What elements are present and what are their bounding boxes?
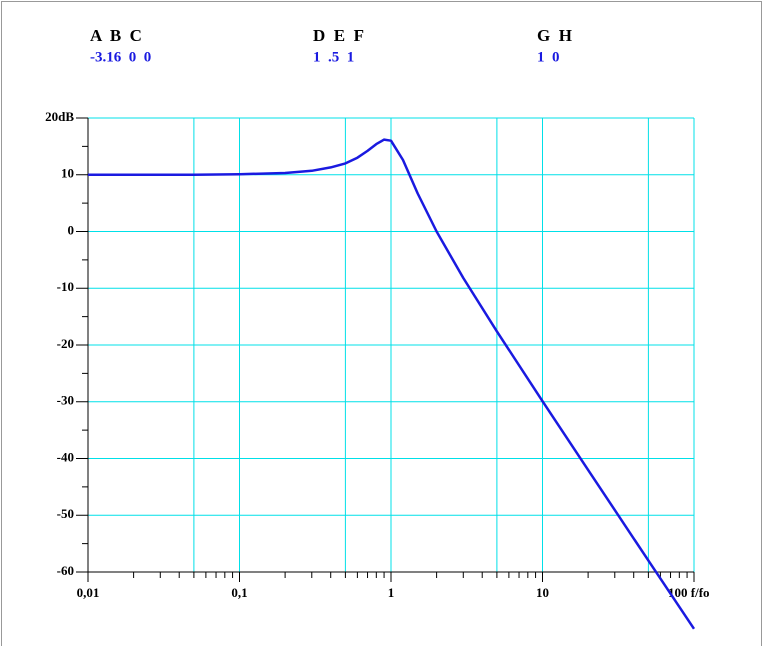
y-tick-label: -50 — [57, 506, 74, 521]
x-tick-label: 100 f/fo — [668, 585, 710, 600]
x-tick-label: 0,01 — [77, 585, 100, 600]
param-names: G H — [537, 26, 572, 45]
param-names: A B C — [90, 26, 142, 45]
param-names: D E F — [313, 26, 364, 45]
y-tick-label: 20dB — [45, 109, 74, 124]
line-series — [88, 138, 696, 630]
x-tick-label: 1 — [388, 585, 395, 600]
x-tick-label: 0,1 — [231, 585, 247, 600]
x-tick-label: 10 — [536, 585, 549, 600]
y-tick-label: 0 — [68, 222, 75, 237]
y-tick-label: -10 — [57, 279, 74, 294]
y-tick-label: -60 — [57, 563, 74, 578]
param-values: 1 0 — [537, 49, 560, 65]
y-tick-label: -30 — [57, 393, 74, 408]
param-values: 1 .5 1 — [313, 49, 354, 65]
param-values: -3.16 0 0 — [90, 49, 151, 65]
y-tick-label: 10 — [61, 166, 74, 181]
y-tick-label: -20 — [57, 336, 74, 351]
y-tick-label: -40 — [57, 449, 74, 464]
